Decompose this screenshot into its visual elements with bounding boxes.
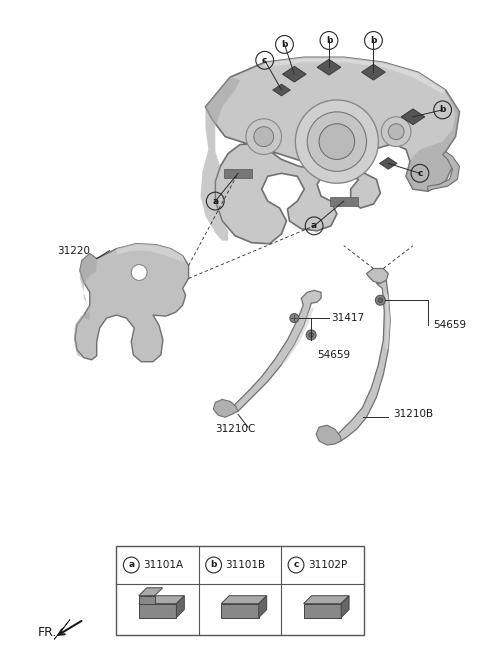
Polygon shape xyxy=(139,604,177,618)
Circle shape xyxy=(306,330,316,340)
Circle shape xyxy=(378,298,383,303)
Text: FR.: FR. xyxy=(37,626,57,639)
Circle shape xyxy=(319,124,355,160)
Polygon shape xyxy=(317,59,341,75)
Polygon shape xyxy=(54,620,70,639)
Polygon shape xyxy=(283,66,306,82)
Polygon shape xyxy=(139,596,184,604)
Polygon shape xyxy=(264,57,445,94)
Text: a: a xyxy=(128,560,134,570)
Polygon shape xyxy=(221,596,267,604)
Polygon shape xyxy=(139,596,155,604)
Text: 31210B: 31210B xyxy=(393,409,433,419)
Polygon shape xyxy=(303,596,349,604)
Polygon shape xyxy=(428,152,459,191)
Circle shape xyxy=(375,295,385,306)
Polygon shape xyxy=(335,281,390,441)
Text: 31101A: 31101A xyxy=(143,560,183,570)
Polygon shape xyxy=(383,290,390,350)
Circle shape xyxy=(307,112,367,171)
Circle shape xyxy=(290,313,299,323)
Circle shape xyxy=(309,332,313,338)
Polygon shape xyxy=(367,269,388,283)
Polygon shape xyxy=(201,77,240,240)
Polygon shape xyxy=(213,399,238,417)
FancyBboxPatch shape xyxy=(117,546,363,635)
Text: b: b xyxy=(439,105,446,114)
Polygon shape xyxy=(361,64,385,80)
Text: 31102P: 31102P xyxy=(308,560,347,570)
Text: c: c xyxy=(293,560,299,570)
Polygon shape xyxy=(221,604,259,618)
Circle shape xyxy=(381,117,411,147)
Text: b: b xyxy=(281,40,288,49)
Text: 54659: 54659 xyxy=(317,350,350,360)
Polygon shape xyxy=(330,197,358,206)
Polygon shape xyxy=(232,290,321,411)
Polygon shape xyxy=(281,307,314,365)
Polygon shape xyxy=(379,158,397,170)
Polygon shape xyxy=(303,604,341,618)
Circle shape xyxy=(388,124,404,139)
Circle shape xyxy=(254,127,274,147)
Polygon shape xyxy=(177,596,184,618)
Polygon shape xyxy=(74,254,96,358)
Polygon shape xyxy=(224,170,252,178)
Text: b: b xyxy=(210,560,217,570)
Polygon shape xyxy=(139,588,163,596)
Polygon shape xyxy=(75,244,189,362)
Polygon shape xyxy=(401,109,425,125)
Circle shape xyxy=(131,265,147,281)
Text: 31417: 31417 xyxy=(331,313,364,323)
Circle shape xyxy=(246,119,281,154)
Polygon shape xyxy=(406,90,459,191)
Text: b: b xyxy=(326,36,332,45)
Polygon shape xyxy=(316,425,341,445)
Circle shape xyxy=(295,100,378,183)
Text: 31220: 31220 xyxy=(57,246,90,256)
Polygon shape xyxy=(341,596,349,618)
Text: 54659: 54659 xyxy=(433,320,466,330)
Polygon shape xyxy=(259,596,267,618)
Polygon shape xyxy=(273,84,290,96)
Text: c: c xyxy=(262,56,267,65)
Text: b: b xyxy=(370,36,377,45)
Polygon shape xyxy=(117,244,186,263)
Text: 31210C: 31210C xyxy=(216,424,256,434)
Text: c: c xyxy=(417,169,422,178)
Polygon shape xyxy=(205,57,459,244)
Text: a: a xyxy=(311,221,317,231)
Text: 31101B: 31101B xyxy=(226,560,265,570)
Text: a: a xyxy=(212,196,218,206)
